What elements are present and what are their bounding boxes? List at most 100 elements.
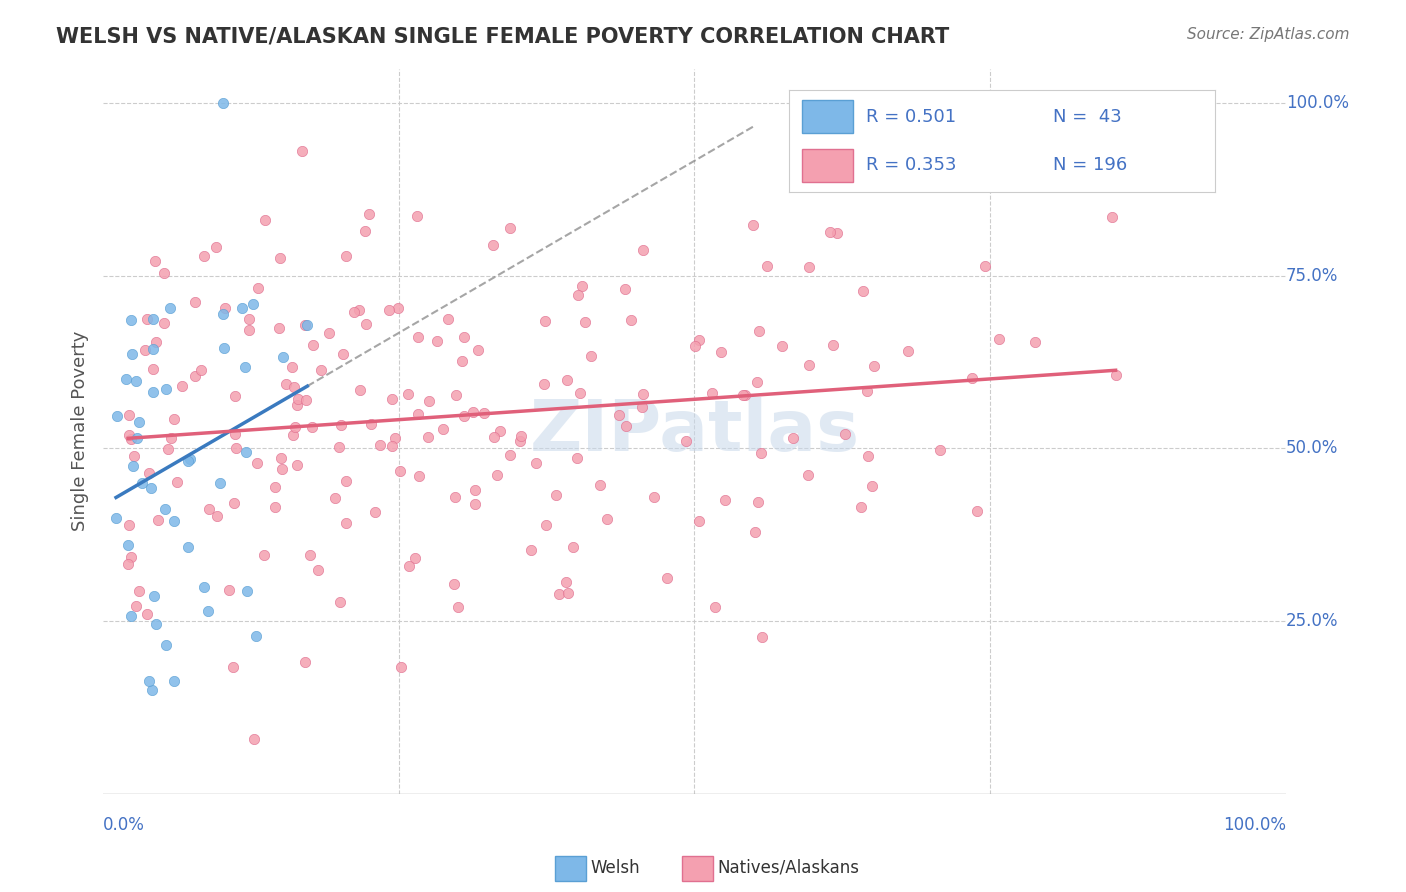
Point: [301, 420, 323, 434]
Point: [396, 386, 419, 401]
Point: [208, 475, 231, 490]
Text: Natives/Alaskans: Natives/Alaskans: [717, 859, 859, 877]
Point: [574, 315, 596, 329]
Point: [488, 424, 510, 438]
Point: [464, 497, 486, 511]
Point: [145, 334, 167, 349]
Point: [141, 683, 163, 698]
Point: [472, 406, 495, 420]
Point: [247, 281, 270, 295]
Point: [596, 512, 619, 526]
Point: [485, 468, 508, 483]
Point: [193, 249, 215, 263]
Point: [115, 371, 138, 385]
Point: [354, 317, 377, 331]
Text: WELSH VS NATIVE/ALASKAN SINGLE FEMALE POVERTY CORRELATION CHART: WELSH VS NATIVE/ALASKAN SINGLE FEMALE PO…: [56, 27, 949, 46]
Point: [387, 301, 409, 316]
Point: [834, 427, 856, 442]
Point: [703, 600, 725, 615]
Point: [264, 480, 287, 494]
Point: [533, 376, 555, 391]
Point: [966, 504, 988, 518]
Point: [118, 517, 141, 532]
Text: 0.0%: 0.0%: [103, 815, 145, 833]
Point: [631, 400, 654, 414]
Text: Source: ZipAtlas.com: Source: ZipAtlas.com: [1187, 27, 1350, 42]
Point: [299, 548, 322, 562]
Point: [389, 464, 412, 478]
Point: [125, 374, 148, 388]
Point: [432, 421, 454, 435]
Point: [297, 318, 319, 332]
Text: 75.0%: 75.0%: [1286, 267, 1339, 285]
Point: [294, 655, 316, 669]
Point: [142, 385, 165, 400]
Point: [242, 297, 264, 311]
Point: [120, 609, 142, 624]
Point: [974, 259, 997, 273]
Point: [384, 431, 406, 445]
Point: [318, 326, 340, 341]
Point: [744, 524, 766, 539]
Point: [184, 368, 207, 383]
Point: [122, 459, 145, 474]
Point: [555, 373, 578, 387]
Point: [283, 379, 305, 393]
Point: [567, 288, 589, 302]
Point: [295, 392, 318, 407]
Point: [368, 437, 391, 451]
Point: [139, 481, 162, 495]
Point: [825, 227, 848, 241]
Point: [128, 583, 150, 598]
Point: [751, 630, 773, 644]
Point: [398, 559, 420, 574]
Point: [117, 558, 139, 572]
Point: [929, 443, 952, 458]
Point: [222, 496, 245, 510]
Point: [329, 595, 352, 609]
Point: [143, 254, 166, 268]
Point: [714, 493, 737, 508]
Point: [335, 249, 357, 263]
Point: [520, 543, 543, 558]
Point: [571, 279, 593, 293]
Point: [548, 587, 571, 601]
Text: 100.0%: 100.0%: [1223, 815, 1286, 833]
Point: [683, 339, 706, 353]
Point: [569, 385, 592, 400]
Point: [381, 439, 404, 453]
Point: [172, 378, 194, 392]
Point: [153, 316, 176, 330]
Point: [105, 511, 128, 525]
Point: [198, 502, 221, 516]
Point: [631, 386, 654, 401]
Point: [745, 375, 768, 389]
Point: [1104, 368, 1126, 383]
Point: [742, 218, 765, 232]
Point: [328, 440, 350, 454]
Point: [710, 344, 733, 359]
Point: [404, 551, 426, 566]
Point: [856, 449, 879, 463]
Point: [405, 209, 427, 223]
Point: [246, 456, 269, 470]
Point: [177, 540, 200, 554]
Point: [1101, 211, 1123, 225]
Point: [782, 432, 804, 446]
Point: [436, 311, 458, 326]
Point: [233, 359, 256, 374]
Point: [1049, 175, 1071, 189]
Point: [589, 478, 612, 492]
Text: 25.0%: 25.0%: [1286, 612, 1339, 630]
Point: [270, 461, 292, 475]
Point: [499, 448, 522, 462]
Point: [122, 449, 145, 463]
Point: [284, 419, 307, 434]
Point: [464, 483, 486, 497]
Point: [225, 441, 247, 455]
Point: [675, 434, 697, 448]
Point: [467, 343, 489, 358]
Point: [105, 409, 128, 424]
Point: [406, 330, 429, 344]
Point: [747, 495, 769, 509]
